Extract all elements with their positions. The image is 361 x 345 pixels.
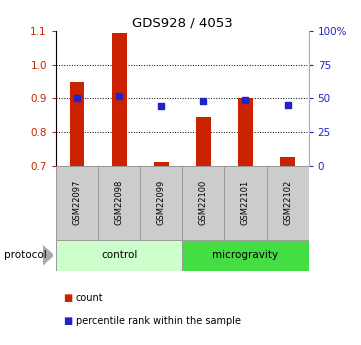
Text: GSM22102: GSM22102	[283, 180, 292, 225]
Text: ■: ■	[63, 316, 73, 326]
Point	[116, 93, 122, 98]
Bar	[196, 117, 211, 166]
Text: GSM22099: GSM22099	[157, 180, 166, 225]
Bar	[238, 98, 253, 166]
Bar	[266, 166, 309, 240]
Bar	[280, 157, 295, 166]
Point	[200, 98, 206, 104]
Point	[158, 103, 164, 108]
Bar	[154, 162, 169, 166]
Title: GDS928 / 4053: GDS928 / 4053	[132, 17, 233, 30]
Bar	[56, 166, 98, 240]
Text: GSM22097: GSM22097	[73, 180, 82, 225]
Text: GSM22098: GSM22098	[115, 180, 123, 225]
Point	[74, 96, 80, 101]
Bar	[112, 33, 126, 166]
Bar	[140, 166, 182, 240]
Bar	[182, 240, 309, 271]
Bar	[56, 240, 182, 271]
Bar	[225, 166, 266, 240]
Polygon shape	[43, 246, 53, 265]
Bar	[70, 81, 84, 166]
Text: count: count	[76, 294, 104, 303]
Bar	[182, 166, 225, 240]
Text: microgravity: microgravity	[212, 250, 279, 260]
Point	[243, 97, 248, 103]
Bar	[98, 166, 140, 240]
Text: GSM22100: GSM22100	[199, 180, 208, 225]
Text: control: control	[101, 250, 137, 260]
Text: GSM22101: GSM22101	[241, 180, 250, 225]
Text: protocol: protocol	[4, 250, 46, 260]
Text: percentile rank within the sample: percentile rank within the sample	[76, 316, 241, 326]
Point	[285, 102, 291, 108]
Text: ■: ■	[63, 294, 73, 303]
